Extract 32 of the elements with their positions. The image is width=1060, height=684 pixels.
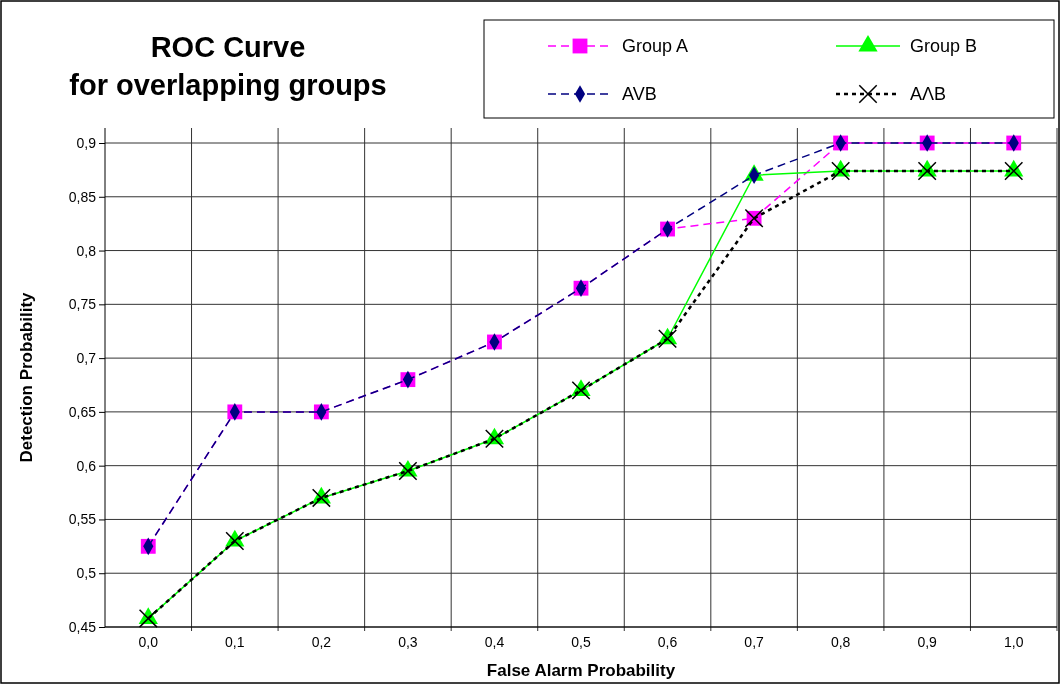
y-tick-label: 0,85 (68, 188, 97, 205)
x-tick-label: 0,4 (484, 633, 505, 650)
x-tick-label: 0,1 (225, 633, 245, 650)
point (571, 380, 591, 400)
x-tick-label: 0,7 (744, 633, 765, 650)
y-tick-label: 0,7 (76, 350, 97, 367)
x-tick-label: 0,6 (657, 633, 678, 650)
legend-label: AΛB (910, 84, 947, 104)
y-tick-label: 0,65 (68, 403, 97, 420)
y-tick-label: 0,8 (76, 242, 97, 259)
y-tick-label: 0,9 (76, 134, 97, 151)
y-tick-label: 0,6 (76, 457, 97, 474)
point (484, 429, 504, 449)
x-tick-label: 1,0 (1003, 633, 1024, 650)
point (658, 329, 678, 349)
y-tick-label: 0,45 (68, 618, 97, 635)
chart-title: ROC Curve for overlapping groups (69, 31, 387, 101)
y-axis-title: Detection Probability (17, 291, 36, 463)
legend-label: AVB (622, 84, 657, 104)
x-axis-title: False Alarm Probability (486, 661, 676, 680)
x-tick-label: 0,3 (398, 633, 418, 650)
x-tick-label: 0,0 (138, 633, 159, 650)
point (398, 461, 418, 481)
y-tick-label: 0,75 (68, 296, 97, 313)
y-tick-label: 0,5 (76, 565, 97, 582)
x-tick-label: 0,2 (311, 633, 332, 650)
x-tick-label: 0,9 (917, 633, 938, 650)
y-tick-label: 0,55 (68, 511, 97, 528)
x-tick-label: 0,5 (571, 633, 591, 650)
x-tick-label: 0,8 (830, 633, 851, 650)
legend-label: Group A (622, 36, 689, 56)
legend-label: Group B (910, 36, 978, 56)
